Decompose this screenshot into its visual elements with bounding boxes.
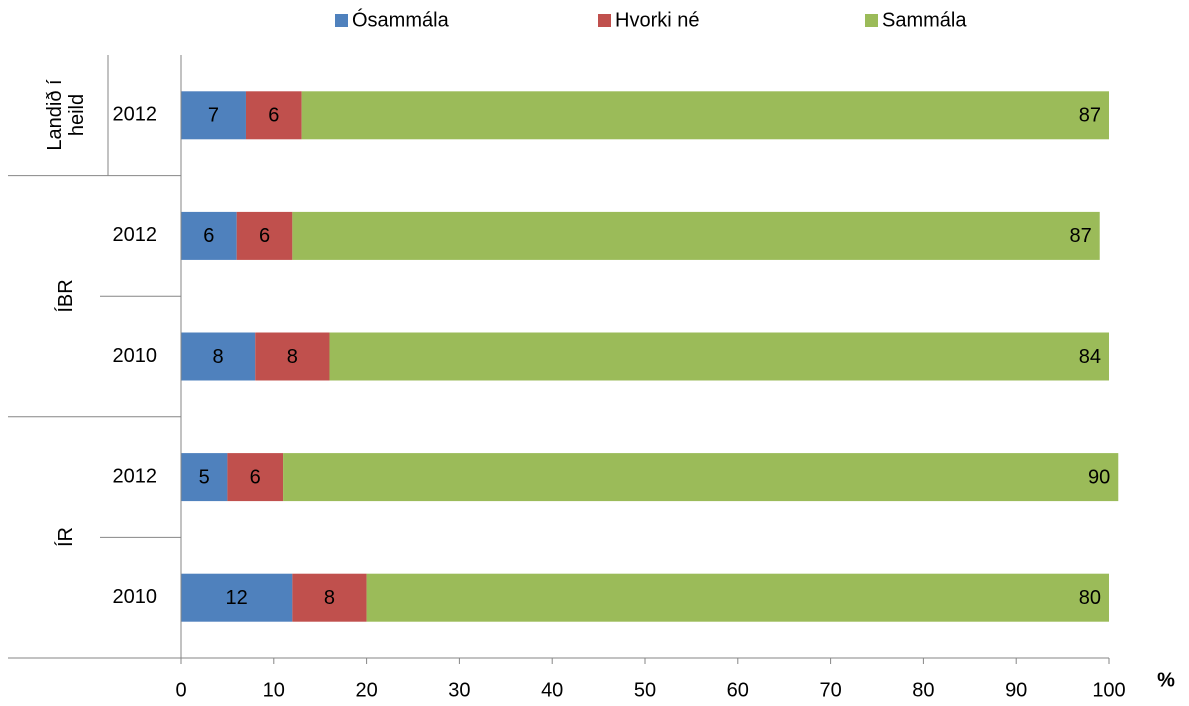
data-label: 80: [1079, 587, 1101, 609]
bar-segment: [292, 573, 367, 622]
bar-segment: [283, 453, 1119, 502]
x-tick-label: 90: [1005, 679, 1027, 701]
bar-segment: [301, 91, 1109, 140]
bar-segment: [181, 332, 256, 381]
data-label: 8: [213, 346, 224, 368]
bar-segment: [366, 573, 1110, 622]
legend-swatch: [865, 14, 878, 27]
data-label: 6: [259, 225, 270, 247]
bar-segment: [292, 211, 1100, 260]
category-label: 2012: [113, 224, 158, 246]
x-tick-label: 40: [541, 679, 563, 701]
x-tick-label: 50: [634, 679, 656, 701]
legend-label: Ósammála: [352, 8, 450, 31]
x-tick-label: 100: [1092, 679, 1125, 701]
bar-segment: [329, 332, 1110, 381]
data-label: 6: [268, 105, 279, 127]
data-label: 6: [250, 466, 261, 488]
bar-segment: [245, 91, 302, 140]
category-label: 2012: [113, 465, 158, 487]
bar-segment: [227, 453, 284, 502]
group-label: ÍBR: [55, 279, 77, 313]
x-axis-label: %: [1157, 669, 1175, 691]
x-tick-label: 60: [727, 679, 749, 701]
bar-segment: [181, 211, 237, 260]
data-label: 84: [1079, 346, 1101, 368]
x-tick-label: 0: [175, 679, 186, 701]
data-label: 12: [226, 587, 248, 609]
bar-segment: [255, 332, 330, 381]
bar-segment: [181, 573, 293, 622]
legend-label: Hvorki né: [615, 9, 699, 31]
category-label: 2010: [113, 586, 158, 608]
x-tick-label: 20: [355, 679, 377, 701]
bar-segment: [181, 91, 246, 140]
legend-swatch: [335, 14, 348, 27]
data-label: 8: [324, 587, 335, 609]
group-label: ÍR: [55, 527, 77, 548]
bar-segment: [236, 211, 293, 260]
x-tick-label: 10: [263, 679, 285, 701]
data-label: 8: [287, 346, 298, 368]
legend-label: Sammála: [882, 9, 967, 31]
data-label: 6: [203, 225, 214, 247]
data-label: 5: [199, 466, 210, 488]
data-label: 87: [1079, 105, 1101, 127]
legend-swatch: [598, 14, 611, 27]
x-tick-label: 80: [912, 679, 934, 701]
category-label: 2010: [113, 345, 158, 367]
group-label: Landið í heild: [44, 79, 88, 151]
data-label: 7: [208, 105, 219, 127]
data-label: 87: [1069, 225, 1091, 247]
bar-segment: [181, 453, 228, 502]
category-label: 2012: [113, 104, 158, 126]
data-label: 90: [1088, 466, 1110, 488]
x-tick-label: 70: [819, 679, 841, 701]
x-tick-label: 30: [448, 679, 470, 701]
